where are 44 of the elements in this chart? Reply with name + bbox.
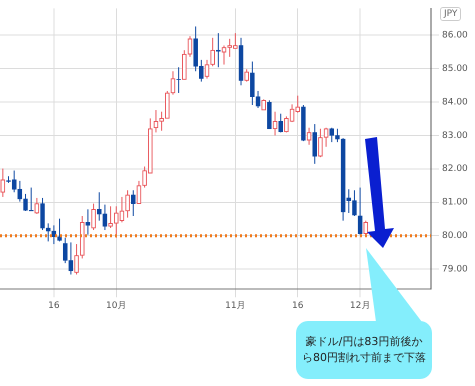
candlestick	[324, 127, 328, 148]
x-tick-label: 16	[48, 300, 60, 311]
candlestick	[204, 59, 210, 80]
candlestick	[52, 224, 56, 245]
y-tick-label: 84.00	[442, 97, 468, 108]
candlestick	[0, 168, 6, 198]
candlestick	[210, 37, 215, 67]
y-axis-title: JPY	[440, 7, 462, 21]
candlestick	[74, 244, 79, 275]
candlestick	[136, 180, 142, 204]
candlestick	[272, 111, 278, 136]
candlestick	[46, 222, 51, 242]
candlestick	[278, 113, 284, 133]
candlestick	[312, 124, 318, 164]
candlestick	[57, 218, 62, 242]
candlestick	[125, 190, 130, 218]
x-tick-label: 10月	[106, 300, 126, 311]
candlestick	[318, 128, 323, 158]
candlestick	[222, 45, 226, 66]
y-tick-label: 79.00	[442, 264, 468, 274]
candlestick	[306, 127, 312, 146]
candlestick	[329, 127, 334, 143]
candlestick	[335, 128, 340, 143]
y-tick-label: 82.00	[442, 164, 468, 174]
y-tick-label: 83.00	[442, 130, 468, 141]
candlestick	[62, 237, 68, 264]
y-tick-label: 81.00	[442, 198, 468, 208]
candlestick	[170, 70, 176, 96]
x-tick-label: 11月	[225, 300, 246, 311]
candlestick	[91, 203, 96, 231]
text: 豪ドル/円は83円前後から80円割れ寸前まで下落	[296, 321, 432, 379]
y-tick-label: 85.00	[442, 64, 468, 74]
candlestick	[102, 204, 108, 231]
candlestick	[68, 242, 74, 275]
candlestick	[130, 190, 136, 216]
candlestick	[358, 187, 362, 236]
candlestick	[244, 68, 250, 82]
y-tick-label: 80.00	[442, 231, 468, 242]
x-tick-label: 12月	[350, 300, 370, 311]
candlestick	[40, 197, 45, 231]
candlestick	[34, 197, 40, 214]
y-tick-label: 86.00	[442, 30, 468, 40]
x-tick-label: 16	[292, 300, 304, 311]
candlestick	[96, 192, 102, 222]
